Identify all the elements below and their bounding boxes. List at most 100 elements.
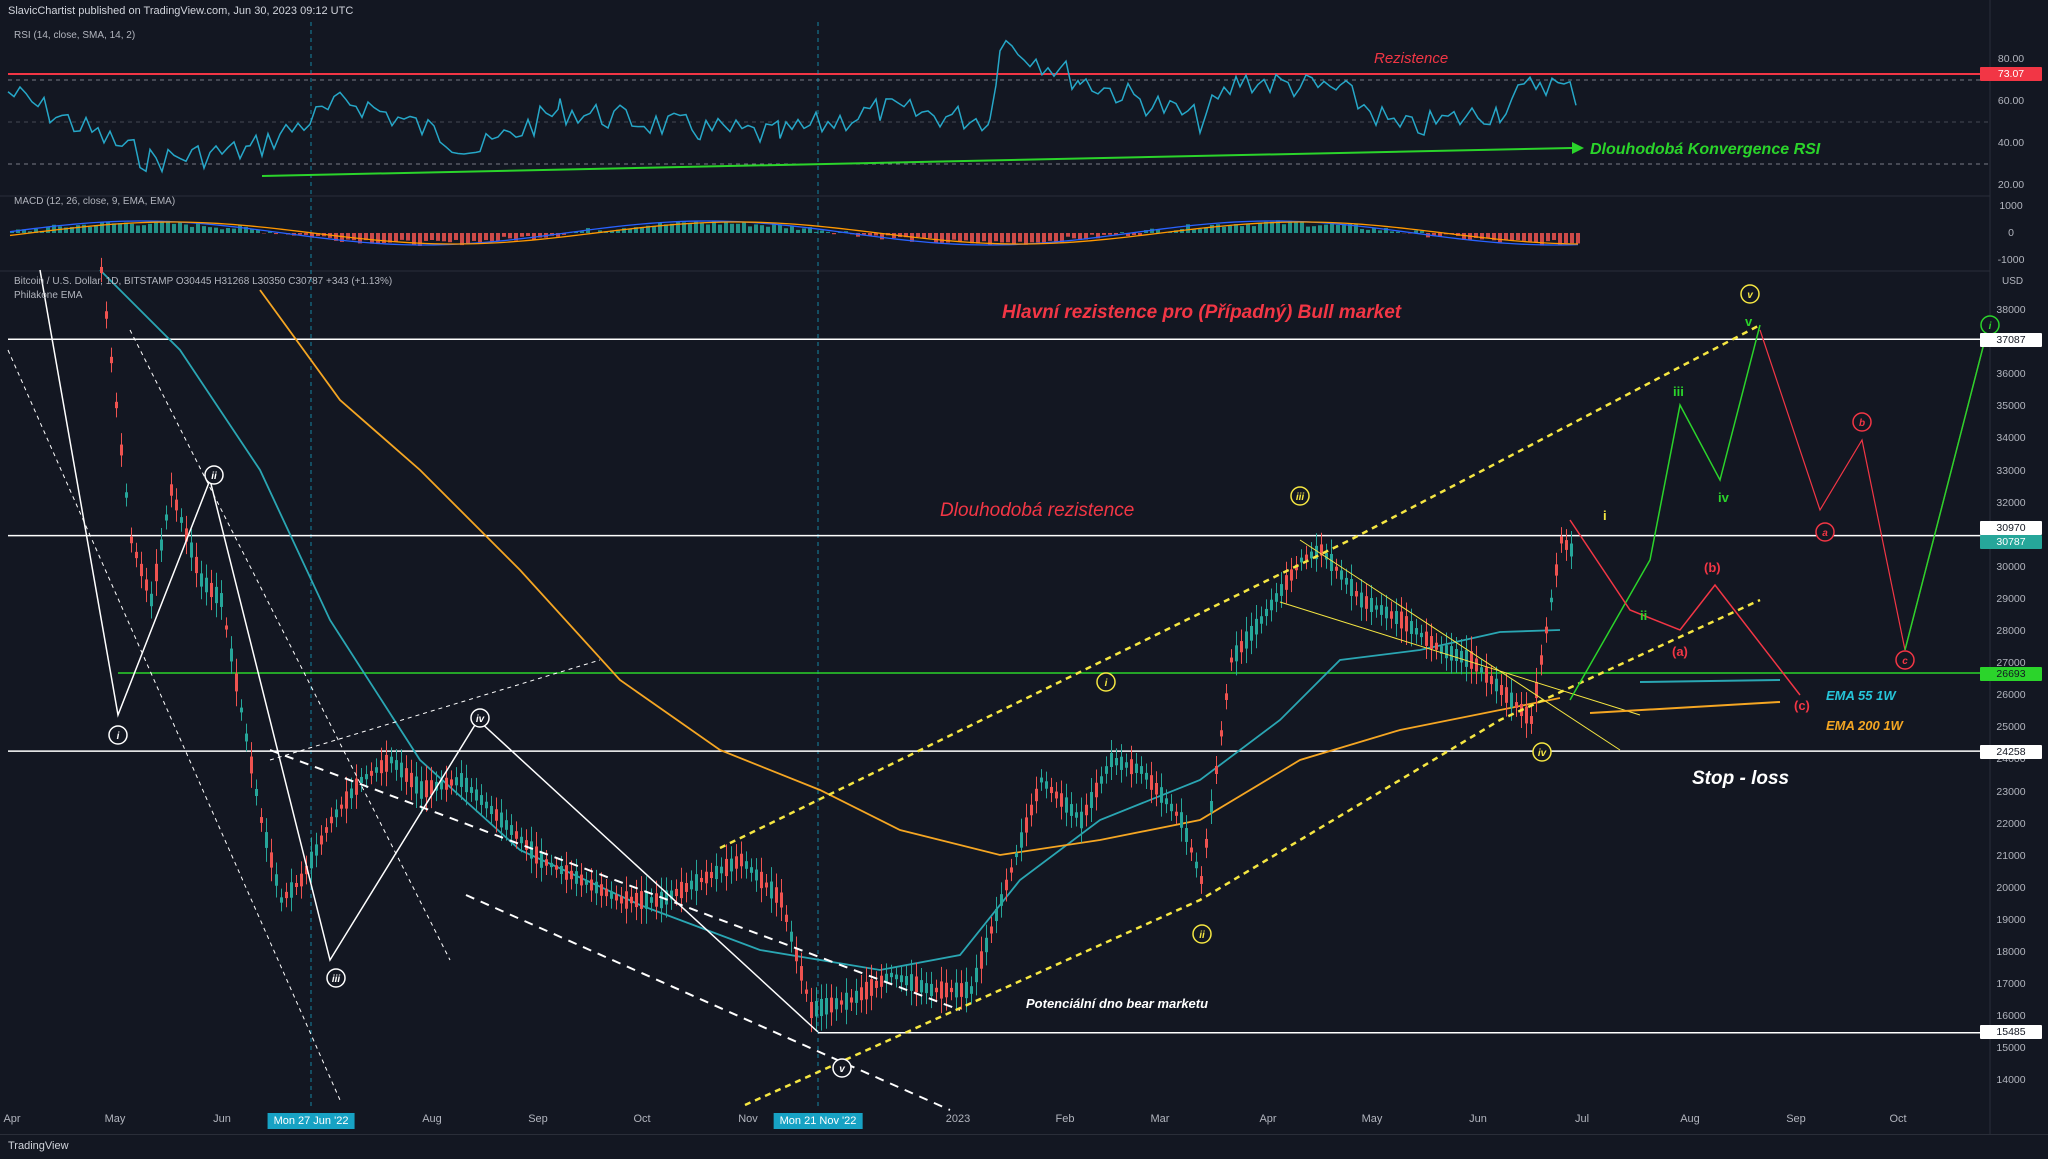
macd-bar	[754, 224, 758, 233]
badge-24258: 24258	[1980, 745, 2042, 759]
macd-bar	[1492, 233, 1496, 241]
rsi-resistance-label: Rezistence	[1374, 50, 1449, 67]
macd-bar	[640, 228, 644, 233]
macd-bar	[22, 229, 26, 233]
candle	[575, 871, 578, 884]
macd-bar	[1048, 233, 1052, 241]
candle	[940, 981, 943, 999]
wave-label-iii: iii	[1673, 384, 1684, 399]
macd-bar	[148, 223, 152, 233]
candle	[335, 809, 338, 818]
candle	[825, 998, 828, 1015]
macd-bar	[1114, 233, 1118, 236]
wave-iv	[470, 708, 490, 728]
macd-bar	[712, 221, 716, 233]
candle	[835, 998, 838, 1010]
macd-bar	[928, 233, 932, 239]
candle	[1075, 812, 1078, 818]
macd-bar	[514, 233, 518, 241]
macd-bar	[250, 228, 254, 233]
candle	[1505, 687, 1508, 703]
candle	[1035, 788, 1038, 802]
candle	[1235, 645, 1238, 662]
macd-bar	[118, 223, 122, 233]
macd-bar	[268, 231, 272, 233]
wave-i-yellow	[1096, 672, 1116, 692]
time-axis-tick: Jun	[213, 1113, 231, 1125]
candle	[135, 551, 138, 559]
candle	[1450, 646, 1453, 661]
macd-bar	[1372, 227, 1376, 233]
macd-axis-tick: 1000	[1999, 200, 2023, 212]
wave-v-yellow	[1740, 284, 1760, 304]
candle	[1070, 804, 1073, 816]
candle	[880, 975, 883, 987]
candle	[490, 805, 493, 815]
macd-bar	[1378, 230, 1382, 233]
macd-bar	[700, 223, 704, 233]
candle	[1435, 642, 1438, 650]
macd-bar	[1042, 233, 1046, 244]
price-axis-tick: 22000	[1996, 817, 2026, 830]
candle	[160, 539, 163, 551]
macd-bar	[346, 233, 350, 240]
macd-bar	[1024, 233, 1028, 245]
candle	[975, 967, 978, 983]
candle	[120, 444, 123, 456]
macd-bar	[1084, 233, 1088, 240]
candle	[320, 835, 323, 845]
time-axis-tick: Aug	[422, 1113, 442, 1125]
candle	[715, 865, 718, 880]
candle	[275, 874, 278, 886]
candle	[665, 890, 668, 905]
macd-bar	[28, 231, 32, 233]
candle	[675, 888, 678, 897]
candle	[1365, 596, 1368, 609]
candle	[155, 563, 158, 582]
macd-bar	[388, 233, 392, 243]
candle	[850, 997, 853, 1003]
candle	[510, 825, 513, 835]
candle	[355, 778, 358, 795]
candle	[985, 937, 988, 953]
macd-bar	[862, 233, 866, 235]
macd-bar	[376, 233, 380, 245]
candle	[930, 983, 933, 997]
macd-bar	[238, 225, 242, 233]
candle	[1565, 540, 1568, 550]
candle	[945, 982, 948, 998]
macd-bar	[1234, 224, 1238, 233]
candle	[425, 780, 428, 798]
channel-line	[269, 749, 961, 1011]
bull-flag-line	[1279, 601, 1641, 716]
wave-label-pb: (b)	[1704, 560, 1721, 575]
macd-bar	[580, 231, 584, 233]
candle	[250, 756, 253, 774]
macd-bar	[298, 233, 302, 235]
candle	[875, 980, 878, 988]
macd-bar	[538, 233, 542, 238]
price-axis-tick: 27000	[1996, 657, 2026, 670]
candle	[630, 896, 633, 904]
wave-ii-text: ii	[211, 471, 217, 482]
candle	[730, 858, 733, 872]
macd-bar	[370, 233, 374, 244]
candle	[1420, 632, 1423, 638]
candle	[810, 1001, 813, 1019]
candle	[1255, 618, 1258, 635]
macd-bar	[1564, 233, 1568, 244]
candle	[800, 966, 803, 981]
price-axis-tick: 19000	[1996, 913, 2026, 926]
candle	[645, 891, 648, 909]
candle	[195, 556, 198, 574]
macd-bar	[670, 223, 674, 233]
candle	[1165, 798, 1168, 805]
candle	[890, 972, 893, 978]
wave-v	[832, 1058, 852, 1078]
candle	[1315, 545, 1318, 560]
time-axis-tick: Mar	[1150, 1113, 1170, 1125]
candle	[230, 648, 233, 662]
price-axis-tick: 16000	[1996, 1010, 2026, 1023]
macd-bar	[880, 233, 884, 240]
